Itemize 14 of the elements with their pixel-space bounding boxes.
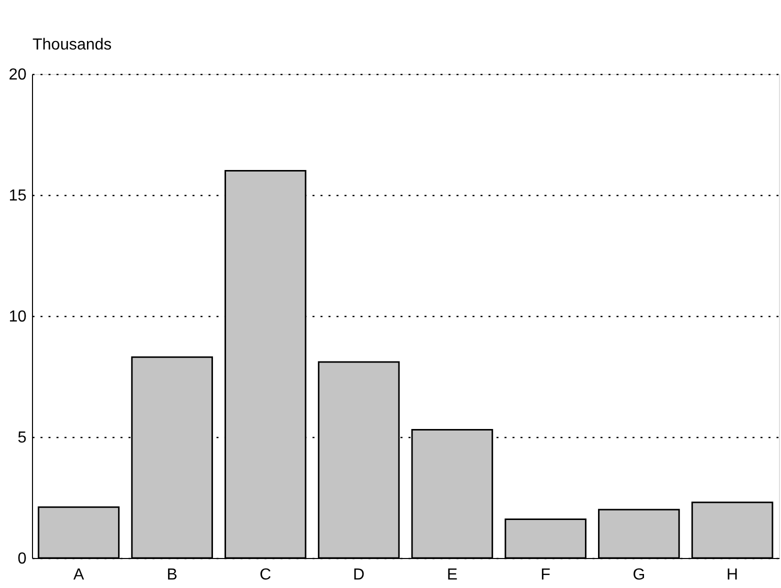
x-tick-label: C (260, 566, 272, 584)
y-axis-title: Thousands (32, 36, 112, 54)
x-tick-label: H (726, 566, 738, 584)
x-tick-label: D (353, 566, 365, 584)
x-tick-label: G (632, 566, 646, 584)
y-tick-label: 5 (18, 430, 27, 446)
x-tick-label: B (166, 566, 178, 584)
y-tick-label: 20 (8, 66, 27, 84)
x-tick-label: E (446, 566, 458, 584)
x-tick-label: A (73, 566, 84, 584)
y-tick-label: 10 (8, 308, 27, 326)
y-tick-label: 0 (18, 550, 27, 568)
x-tick-label: F (540, 566, 551, 584)
y-tick-label: 15 (8, 188, 27, 204)
